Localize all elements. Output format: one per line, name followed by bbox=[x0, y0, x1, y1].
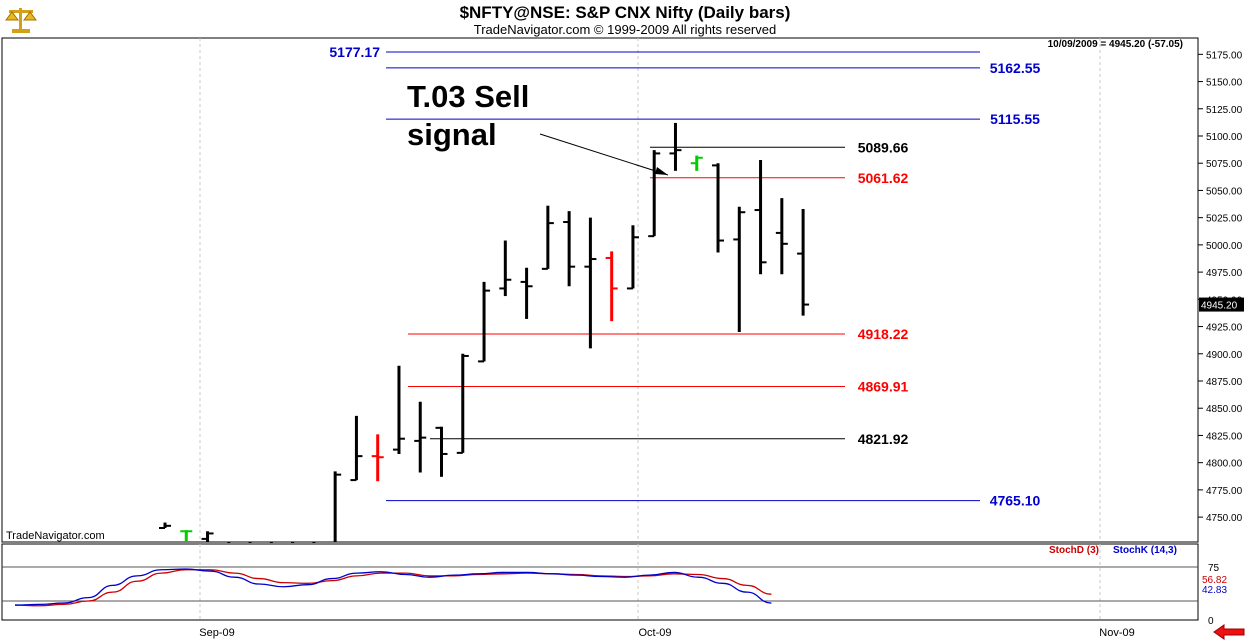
y-tick-label: 5150.00 bbox=[1206, 78, 1243, 89]
x-tick-label: Nov-09 bbox=[1099, 627, 1134, 639]
stochD-legend: StochD (3) bbox=[1049, 545, 1099, 556]
annotation-line2: signal bbox=[407, 117, 497, 152]
y-tick-label: 4825.00 bbox=[1206, 431, 1243, 442]
watermark-text: TradeNavigator.com bbox=[6, 530, 105, 542]
y-tick-label: 4925.00 bbox=[1206, 323, 1243, 334]
y-tick-label: 4900.00 bbox=[1206, 350, 1243, 361]
ohlc-bar bbox=[435, 426, 448, 477]
ohlc-bar bbox=[775, 198, 788, 275]
level-label: 5162.55 bbox=[990, 60, 1041, 76]
scales-icon[interactable] bbox=[4, 4, 38, 34]
y-tick-label: 5125.00 bbox=[1206, 105, 1243, 116]
y-tick-label: 4775.00 bbox=[1206, 486, 1243, 497]
ohlc-bar bbox=[392, 365, 405, 454]
stoch-tick-label: 0 bbox=[1208, 616, 1214, 627]
ohlc-bar bbox=[201, 531, 214, 542]
ohlc-bar bbox=[180, 530, 193, 542]
ohlc-bar bbox=[605, 251, 618, 322]
ohlc-bar bbox=[626, 225, 639, 290]
ohlc-bar bbox=[478, 281, 491, 363]
ohlc-bar bbox=[350, 415, 363, 482]
last-price-label: 4945.20 bbox=[1201, 301, 1238, 312]
ohlc-bar bbox=[648, 150, 661, 238]
annotation-arrow bbox=[539, 133, 669, 176]
ohlc-bar bbox=[371, 434, 384, 482]
y-tick-label: 5050.00 bbox=[1206, 186, 1243, 197]
stochD-value: 56.82 bbox=[1202, 575, 1227, 586]
ohlc-bar bbox=[520, 267, 533, 319]
last-bar-info: 10/09/2009 = 4945.20 (-57.05) bbox=[1048, 39, 1183, 50]
y-tick-label: 5025.00 bbox=[1206, 214, 1243, 225]
stoch-tick-label: 75 bbox=[1208, 563, 1220, 574]
level-label: 5177.17 bbox=[329, 44, 380, 60]
stoch-panel-frame bbox=[1, 543, 1199, 621]
level-label: 5115.55 bbox=[990, 111, 1040, 127]
ohlc-bar bbox=[414, 401, 427, 473]
price-panel-frame bbox=[1, 37, 1199, 543]
ohlc-bar bbox=[333, 471, 342, 542]
ohlc-bar bbox=[669, 122, 682, 171]
annotation-line1: T.03 Sell bbox=[407, 79, 529, 114]
stochK-line bbox=[14, 568, 772, 606]
level-label: 5061.62 bbox=[858, 170, 909, 186]
ohlc-bar bbox=[797, 208, 810, 316]
ohlc-bar bbox=[733, 206, 746, 332]
x-tick-label: Sep-09 bbox=[199, 627, 234, 639]
level-label: 5089.66 bbox=[858, 139, 909, 155]
ohlc-bar bbox=[712, 163, 725, 253]
ohlc-bar bbox=[456, 353, 469, 454]
y-tick-label: 5000.00 bbox=[1206, 241, 1243, 252]
y-tick-label: 4875.00 bbox=[1206, 377, 1243, 388]
chart-title: $NFTY@NSE: S&P CNX Nifty (Daily bars) bbox=[459, 3, 791, 22]
ohlc-bar bbox=[584, 217, 597, 349]
level-label: 4821.92 bbox=[858, 431, 909, 447]
level-label: 4869.91 bbox=[858, 379, 909, 395]
level-label: 4765.10 bbox=[990, 493, 1041, 509]
y-tick-label: 5075.00 bbox=[1206, 159, 1243, 170]
ohlc-bar bbox=[690, 155, 703, 171]
stochK-legend: StochK (14,3) bbox=[1113, 545, 1177, 556]
level-label: 4918.22 bbox=[858, 326, 909, 342]
ohlc-bar bbox=[754, 159, 767, 275]
y-tick-label: 4750.00 bbox=[1206, 513, 1243, 524]
ohlc-bar bbox=[563, 211, 576, 287]
stochD-value-bg bbox=[1201, 573, 1231, 585]
stochK-value: 42.83 bbox=[1202, 585, 1227, 596]
y-tick-label: 4850.00 bbox=[1206, 404, 1243, 415]
copyright-text: TradeNavigator.com © 1999-2009 All right… bbox=[473, 22, 777, 37]
y-tick-label: 4975.00 bbox=[1206, 268, 1243, 279]
ohlc-bar bbox=[499, 240, 512, 297]
ohlc-bar bbox=[159, 522, 171, 529]
ohlc-bar bbox=[541, 205, 554, 270]
y-tick-label: 5175.00 bbox=[1206, 50, 1243, 61]
y-tick-label: 5100.00 bbox=[1206, 132, 1243, 143]
annotation-arrowhead bbox=[655, 167, 668, 175]
last-price-marker bbox=[1199, 297, 1244, 312]
y-tick-label: 4800.00 bbox=[1206, 459, 1243, 470]
back-arrow-icon[interactable] bbox=[1212, 623, 1246, 641]
x-tick-label: Oct-09 bbox=[638, 627, 671, 639]
